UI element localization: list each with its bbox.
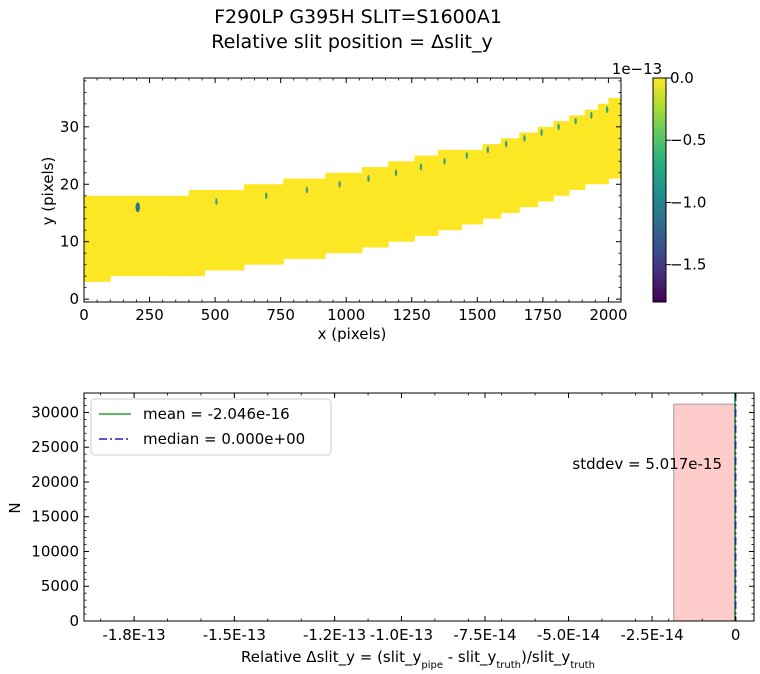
speckle-mark	[367, 175, 370, 183]
legend-frame	[90, 398, 332, 456]
histogram-legend: mean = -2.046e-16 median = 0.000e+00	[90, 398, 332, 456]
histogram-x-tick-label: -7.5E-14	[453, 626, 516, 644]
histogram-x-tick-label: -1.5E-13	[203, 626, 266, 644]
colorbar-tick-label: −1.0	[670, 193, 706, 211]
speckle-mark	[486, 146, 489, 154]
histogram-y-tick-label: 0	[69, 612, 79, 630]
trace-segment	[243, 184, 284, 265]
histogram-bar	[673, 403, 737, 622]
histogram-axes: -1.8E-13 -1.5E-13 -1.2E-13 -1.0E-13 -7.5E-14…	[31, 392, 755, 644]
histogram-y-tick-label: 5000	[41, 577, 79, 595]
heatmap-x-tick-label: 1500	[458, 306, 496, 324]
heatmap-frame	[83, 77, 622, 303]
speckle-mark	[215, 197, 218, 205]
heatmap-y-tick-label: 0	[69, 290, 79, 308]
heatmap-x-tick-label: 500	[201, 306, 230, 324]
histogram-panel: -1.8E-13 -1.5E-13 -1.2E-13 -1.0E-13 -7.5E-14…	[6, 392, 755, 671]
histogram-y-tick-label: 20000	[31, 473, 79, 491]
heatmap-x-tick-label: 1000	[327, 306, 365, 324]
trace-segment	[569, 115, 586, 190]
speckle-mark	[338, 180, 341, 188]
colorbar-tick-label: 0.0	[670, 69, 694, 87]
speckle-mark	[265, 192, 268, 200]
histogram-x-tick-label: -5.0E-14	[537, 626, 600, 644]
trace-segment	[110, 195, 190, 277]
speckle-mark	[443, 157, 446, 165]
legend-mean-label: mean = -2.046e-16	[143, 405, 290, 423]
trace-segment	[388, 161, 415, 242]
speckle-mark	[419, 163, 423, 171]
trace-segment	[461, 149, 484, 225]
trace-segment	[500, 138, 520, 213]
colorbar: 0.0 −0.5 −1.0 −1.5 1e−13	[612, 60, 706, 303]
trace-segment	[537, 126, 554, 202]
heatmap-marks	[84, 98, 622, 282]
histogram-marks	[673, 393, 737, 622]
trace-segment	[204, 190, 245, 271]
trace-segment	[283, 178, 326, 259]
heatmap-x-axis-label: x (pixels)	[318, 325, 387, 343]
figure-title-line2: Relative slit position = Δslit_y	[211, 31, 493, 53]
histogram-x-tick-label: 0	[731, 626, 741, 644]
histogram-y-tick-label: 15000	[31, 508, 79, 526]
histogram-y-tick-label: 30000	[31, 403, 79, 421]
heatmap-x-tick-label: 1750	[524, 306, 562, 324]
trace-segment	[553, 121, 570, 196]
heatmap-x-tick-label: 2000	[589, 306, 627, 324]
speckle-mark	[540, 129, 543, 137]
speckle-mark	[523, 134, 526, 142]
trace-segment	[361, 167, 389, 248]
heatmap-x-tick-label: 250	[135, 306, 164, 324]
trace-segment	[519, 132, 539, 208]
speckle-mark	[557, 123, 560, 131]
heatmap-x-tick-label: 1250	[393, 306, 431, 324]
trace-segment	[188, 190, 206, 277]
speckle-mark	[465, 152, 469, 160]
trace-segment	[325, 172, 363, 254]
speckle-mark	[504, 140, 508, 148]
colorbar-ticks: 0.0 −0.5 −1.0 −1.5	[666, 69, 706, 274]
heatmap-y-tick-label: 20	[60, 175, 79, 193]
legend-median-label: median = 0.000e+00	[143, 430, 305, 448]
histogram-frame	[83, 392, 755, 622]
trace-segment	[608, 98, 622, 179]
speckle-mark	[605, 106, 609, 114]
stddev-annotation: stddev = 5.017e-15	[572, 455, 722, 473]
colorbar-offset-label: 1e−13	[612, 60, 662, 78]
trace-segment	[414, 155, 439, 236]
colorbar-gradient	[652, 77, 667, 303]
histogram-y-axis-label: N	[6, 502, 24, 513]
heatmap-x-tick-label: 750	[266, 306, 295, 324]
heatmap-y-tick-label: 10	[60, 233, 79, 251]
histogram-x-tick-label: -1.0E-13	[370, 626, 433, 644]
heatmap-x-tick-label: 0	[79, 306, 89, 324]
histogram-y-tick-label: 25000	[31, 438, 79, 456]
trace-segment	[84, 195, 111, 282]
speckle-mark	[394, 169, 398, 177]
histogram-x-tick-label: -1.8E-13	[102, 626, 165, 644]
trace-segment	[597, 103, 609, 185]
histogram-x-tick-label: -1.2E-13	[303, 626, 366, 644]
heatmap-panel: 0 250 500 750 1000 1250 1500 1750 2000 0 10 20 30 x …	[39, 77, 628, 343]
heatmap-y-tick-label: 30	[60, 118, 79, 136]
heatmap-axes: 0 250 500 750 1000 1250 1500 1750 2000 0 10 20 30	[60, 77, 628, 324]
speckle-mark	[590, 111, 593, 119]
trace-segment	[584, 109, 599, 185]
heatmap-y-axis-label: y (pixels)	[39, 157, 57, 226]
colorbar-tick-label: −0.5	[670, 131, 706, 149]
histogram-x-axis-label: Relative Δslit_y = (slit_ypipe - slit_yt…	[241, 648, 595, 671]
trace-segment	[437, 149, 463, 231]
trace-segment	[482, 144, 502, 219]
speckle-mark	[574, 117, 577, 125]
colorbar-tick-label: −1.5	[670, 256, 706, 274]
histogram-y-tick-label: 10000	[31, 542, 79, 560]
speckle-mark	[135, 202, 140, 213]
figure-title-line1: F290LP G395H SLIT=S1600A1	[214, 6, 502, 28]
speckle-mark	[305, 186, 309, 194]
histogram-x-tick-label: -2.5E-14	[620, 626, 683, 644]
